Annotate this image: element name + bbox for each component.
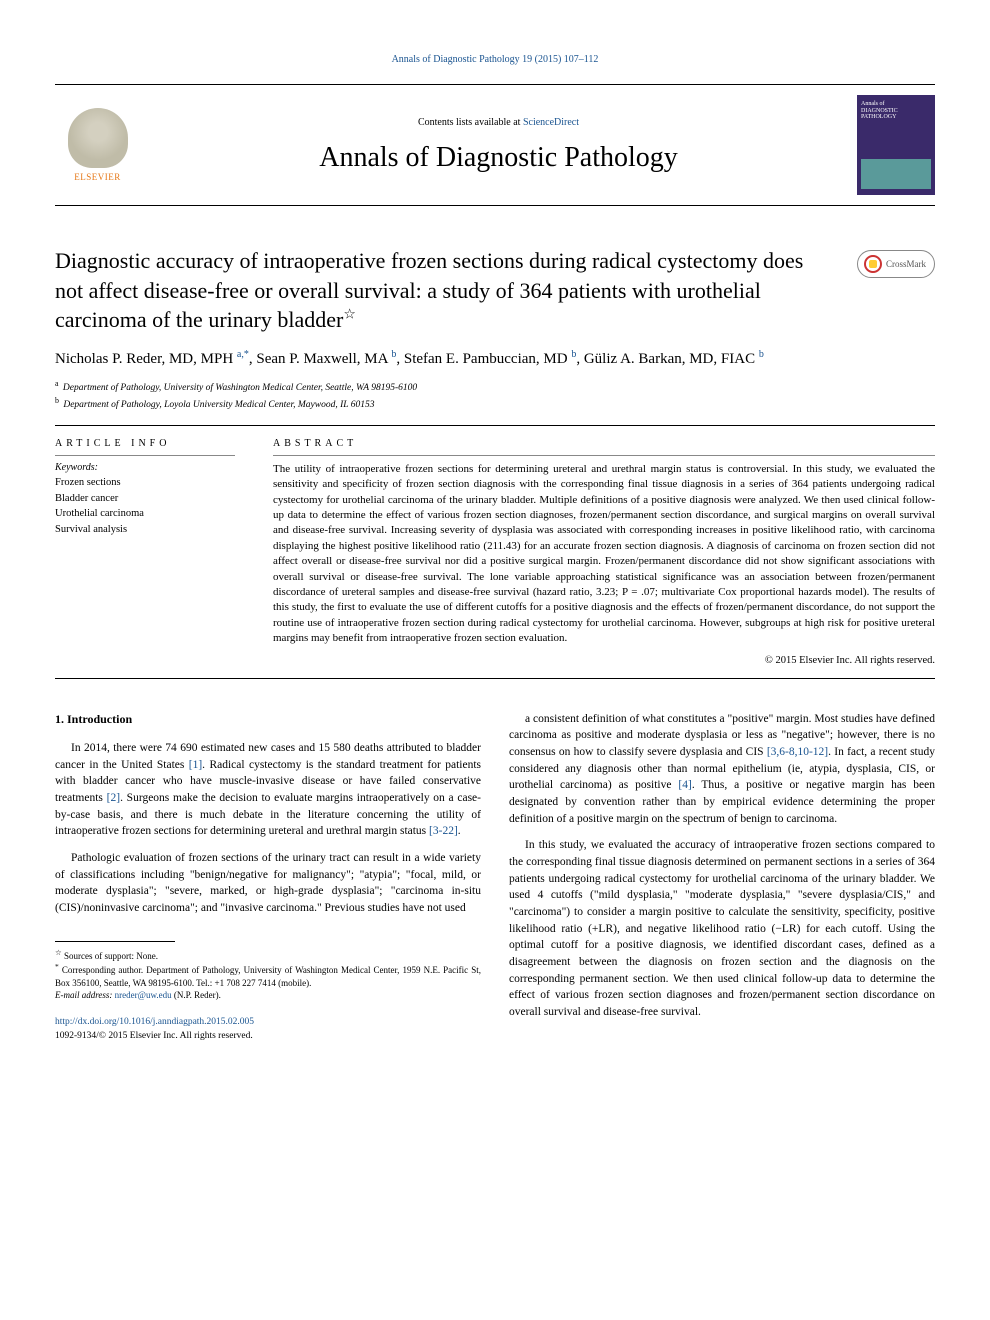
publisher-name: ELSEVIER: [74, 172, 121, 182]
corr-text: Corresponding author. Department of Path…: [55, 965, 481, 988]
author-1-aff[interactable]: a,: [237, 349, 244, 360]
author-3: Stefan E. Pambuccian, MD: [404, 351, 568, 367]
corr-mark: *: [55, 962, 59, 971]
keyword-item: Survival analysis: [55, 522, 239, 538]
email-label: E-mail address:: [55, 990, 115, 1000]
journal-banner: ELSEVIER Contents lists available at Sci…: [55, 84, 935, 206]
info-rule: [55, 455, 235, 456]
title-footnote-star: ☆: [343, 308, 356, 323]
citation-header: Annals of Diagnostic Pathology 19 (2015)…: [55, 50, 935, 66]
ref-link[interactable]: [4]: [678, 779, 691, 791]
crossmark-icon: [864, 255, 882, 273]
article-head: CrossMark Diagnostic accuracy of intraop…: [55, 246, 935, 335]
abstract-label: ABSTRACT: [273, 438, 935, 449]
intro-para-4: In this study, we evaluated the accuracy…: [509, 837, 935, 1020]
footnote-support: ☆ Sources of support: None.: [55, 948, 481, 963]
article-info-col: ARTICLE INFO Keywords: Frozen sections B…: [55, 426, 255, 678]
info-abstract-block: ARTICLE INFO Keywords: Frozen sections B…: [55, 425, 935, 679]
body-columns: 1. Introduction In 2014, there were 74 6…: [55, 711, 935, 1044]
article-info-label: ARTICLE INFO: [55, 438, 239, 449]
banner-center: Contents lists available at ScienceDirec…: [140, 117, 857, 174]
ref-link[interactable]: [1]: [189, 759, 202, 771]
email-link[interactable]: nreder@uw.edu: [115, 990, 172, 1000]
keywords-list: Frozen sections Bladder cancer Urothelia…: [55, 475, 239, 538]
footnotes-block: ☆ Sources of support: None. * Correspond…: [55, 948, 481, 1002]
email-who: (N.P. Reder).: [172, 990, 221, 1000]
intro-heading: 1. Introduction: [55, 711, 481, 728]
authors-line: Nicholas P. Reder, MD, MPH a,*, Sean P. …: [55, 349, 935, 368]
sciencedirect-link[interactable]: ScienceDirect: [523, 117, 579, 128]
author-1-corr[interactable]: *: [244, 349, 249, 360]
author-4-aff[interactable]: b: [759, 349, 764, 360]
contents-prefix: Contents lists available at: [418, 117, 523, 128]
intro-para-2: Pathologic evaluation of frozen sections…: [55, 850, 481, 917]
author-4: Güliz A. Barkan, MD, FIAC: [584, 351, 755, 367]
journal-cover-thumb: Annals of DIAGNOSTIC PATHOLOGY: [857, 95, 935, 195]
publisher-logo: ELSEVIER: [55, 98, 140, 193]
contents-line: Contents lists available at ScienceDirec…: [160, 117, 837, 128]
cover-bar-icon: [861, 159, 931, 189]
citation-link[interactable]: Annals of Diagnostic Pathology 19 (2015)…: [392, 54, 599, 65]
support-text: Sources of support: None.: [64, 951, 158, 961]
abstract-col: ABSTRACT The utility of intraoperative f…: [255, 426, 935, 678]
author-1: Nicholas P. Reder, MD, MPH: [55, 351, 233, 367]
ref-link[interactable]: [3,6-8,10-12]: [767, 746, 828, 758]
abstract-rule: [273, 455, 935, 456]
footnote-corresponding: * Corresponding author. Department of Pa…: [55, 962, 481, 989]
affiliations: a Department of Pathology, University of…: [55, 378, 935, 413]
elsevier-tree-icon: [68, 108, 128, 168]
ref-link[interactable]: [2]: [107, 792, 120, 804]
doi-link[interactable]: http://dx.doi.org/10.1016/j.anndiagpath.…: [55, 1017, 254, 1027]
footnote-rule: [55, 941, 175, 942]
intro-para-1: In 2014, there were 74 690 estimated new…: [55, 740, 481, 840]
affiliation-a: Department of Pathology, University of W…: [63, 383, 417, 393]
article-title-text: Diagnostic accuracy of intraoperative fr…: [55, 248, 803, 332]
affiliation-b: Department of Pathology, Loyola Universi…: [63, 401, 374, 411]
keyword-item: Urothelial carcinoma: [55, 506, 239, 522]
intro-para-3: a consistent definition of what constitu…: [509, 711, 935, 828]
cover-text-top: Annals of: [861, 101, 931, 108]
journal-title: Annals of Diagnostic Pathology: [160, 142, 837, 174]
cover-text-main: DIAGNOSTIC PATHOLOGY: [861, 108, 931, 121]
keywords-head: Keywords:: [55, 462, 239, 473]
article-title: Diagnostic accuracy of intraoperative fr…: [55, 246, 935, 335]
support-star: ☆: [55, 948, 62, 957]
footer-links: http://dx.doi.org/10.1016/j.anndiagpath.…: [55, 1016, 481, 1044]
footnote-email: E-mail address: nreder@uw.edu (N.P. Rede…: [55, 989, 481, 1002]
abstract-copyright: © 2015 Elsevier Inc. All rights reserved…: [273, 655, 935, 666]
issn-line: 1092-9134/© 2015 Elsevier Inc. All right…: [55, 1030, 481, 1044]
crossmark-badge[interactable]: CrossMark: [857, 250, 935, 278]
keyword-item: Frozen sections: [55, 475, 239, 491]
keyword-item: Bladder cancer: [55, 491, 239, 507]
p1d: .: [458, 825, 461, 837]
author-2-aff[interactable]: b: [391, 349, 396, 360]
author-3-aff[interactable]: b: [571, 349, 576, 360]
abstract-text: The utility of intraoperative frozen sec…: [273, 462, 935, 647]
ref-link[interactable]: [3-22]: [429, 825, 458, 837]
crossmark-label: CrossMark: [886, 259, 926, 269]
author-2: Sean P. Maxwell, MA: [256, 351, 387, 367]
